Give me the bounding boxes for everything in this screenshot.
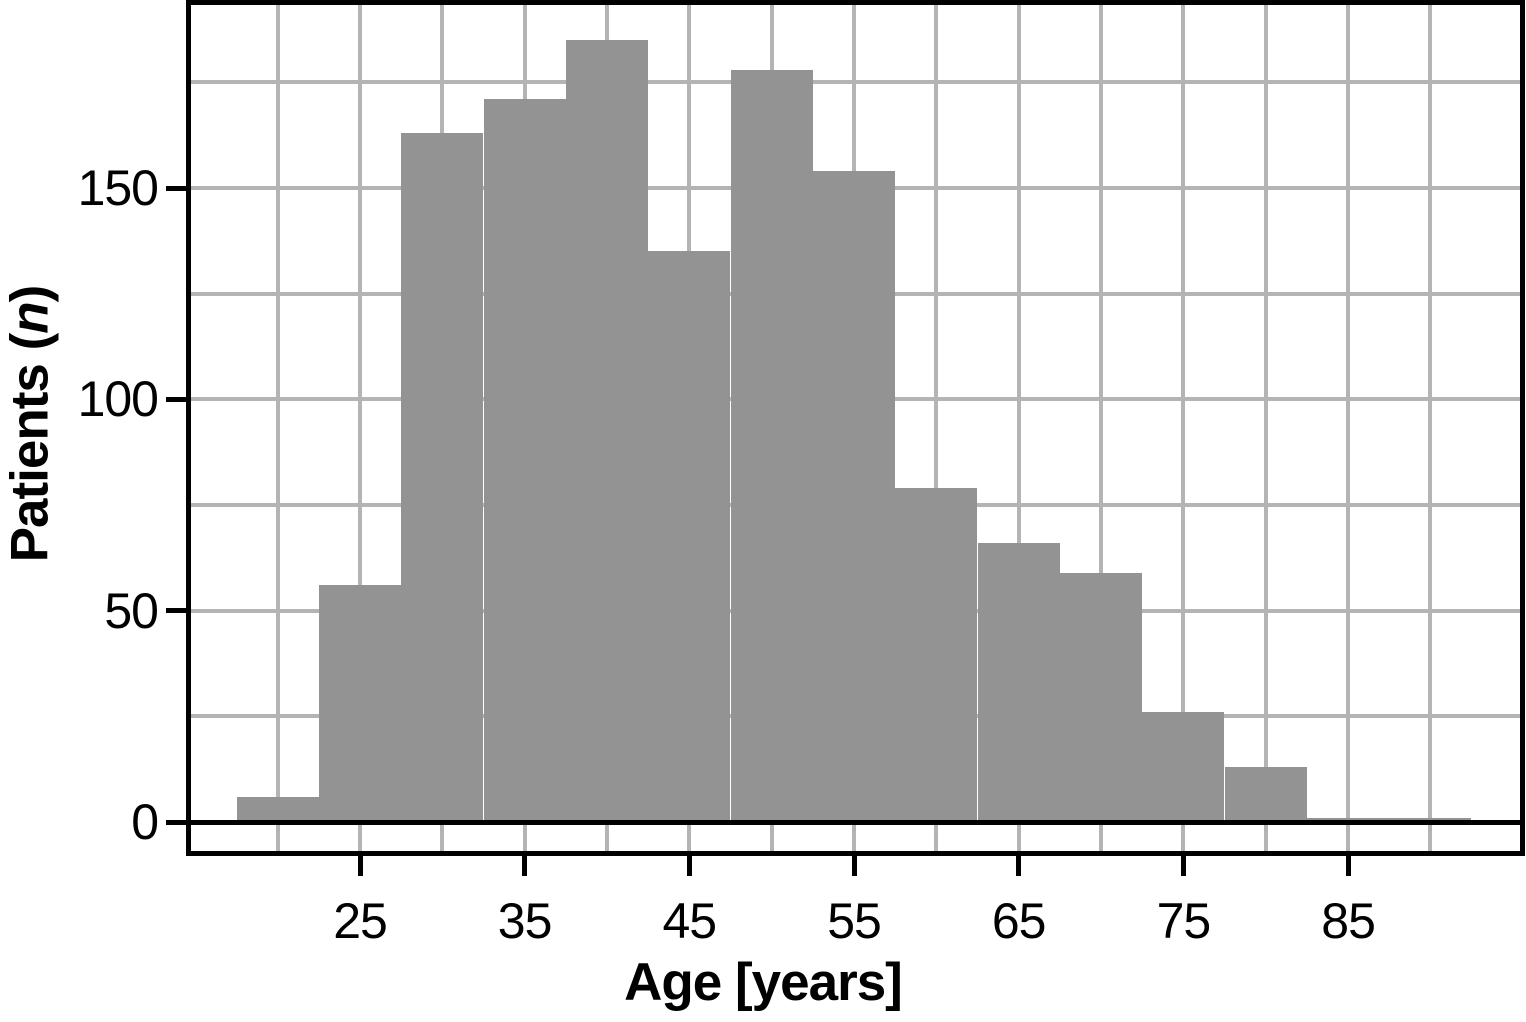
y-tick-150 [166,185,186,191]
x-tick-55 [851,856,857,876]
x-tick-label-25: 25 [333,893,388,949]
x-tick-35 [522,856,528,876]
y-tick-0 [166,819,186,825]
y-tick-label-50: 50 [104,582,159,639]
y-tick-50 [166,608,186,614]
x-tick-65 [1016,856,1022,876]
y-tick-100 [166,396,186,402]
x-tick-label-35: 35 [497,893,553,949]
x-tick-85 [1345,856,1351,876]
x-tick-25 [357,856,363,876]
x-axis-label: Age [years] [624,952,903,1013]
x-tick-75 [1180,856,1186,876]
zero-baseline [191,819,1520,825]
y-tick-label-150: 150 [77,160,159,216]
y-axis-label-italic-n: n [0,302,60,334]
x-tick-label-75: 75 [1156,893,1212,949]
y-tick-label-0: 0 [131,794,159,850]
axes-frame [186,0,1525,856]
y-axis-label-suffix: ) [0,285,60,303]
x-tick-label-65: 65 [991,893,1047,949]
y-axis-label-prefix: Patients ( [0,333,60,563]
y-axis-label: Patients (n) [0,286,61,563]
x-tick-45 [686,856,692,876]
x-tick-label-55: 55 [827,893,882,949]
x-axis-label-text: Age [years] [624,953,903,1012]
x-tick-label-45: 45 [662,893,717,949]
x-tick-label-85: 85 [1321,893,1376,949]
